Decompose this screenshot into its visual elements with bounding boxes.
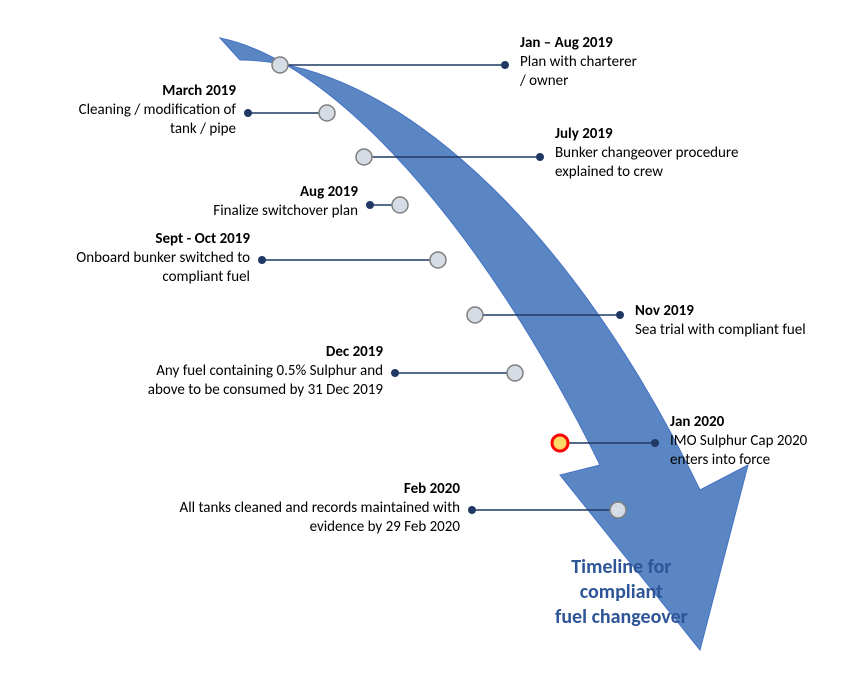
label-desc-m1: Plan with charterer/ owner — [520, 53, 637, 91]
label-m4: Aug 2019Finalize switchover plan — [213, 183, 358, 221]
label-title-m2: March 2019 — [79, 82, 236, 101]
label-m2: March 2019Cleaning / modification oftank… — [79, 82, 236, 138]
label-m8: Jan 2020IMO Sulphur Cap 2020enters into … — [670, 413, 807, 469]
endpoint-m2 — [244, 109, 252, 117]
label-title-m7: Dec 2019 — [148, 343, 383, 362]
label-desc-m8: IMO Sulphur Cap 2020enters into force — [670, 432, 807, 470]
node-m8 — [552, 435, 568, 451]
label-title-m9: Feb 2020 — [180, 480, 460, 499]
node-m2 — [319, 105, 335, 121]
endpoint-m7 — [391, 369, 399, 377]
node-m6 — [467, 307, 483, 323]
node-m4 — [392, 197, 408, 213]
node-m3 — [356, 149, 372, 165]
label-desc-m3: Bunker changeover procedureexplained to … — [555, 144, 738, 182]
label-title-m6: Nov 2019 — [635, 302, 806, 321]
endpoint-m3 — [536, 153, 544, 161]
label-m3: July 2019Bunker changeover procedureexpl… — [555, 125, 738, 181]
label-m6: Nov 2019Sea trial with compliant fuel — [635, 302, 806, 340]
label-desc-m6: Sea trial with compliant fuel — [635, 321, 806, 340]
endpoint-m1 — [501, 61, 509, 69]
label-title-m8: Jan 2020 — [670, 413, 807, 432]
label-desc-m5: Onboard bunker switched tocompliant fuel — [76, 249, 250, 287]
label-desc-m4: Finalize switchover plan — [213, 202, 358, 221]
node-m1 — [272, 57, 288, 73]
label-desc-m7: Any fuel containing 0.5% Sulphur andabov… — [148, 362, 383, 400]
endpoint-m9 — [468, 506, 476, 514]
label-title-m5: Sept - Oct 2019 — [76, 230, 250, 249]
label-desc-m2: Cleaning / modification oftank / pipe — [79, 101, 236, 139]
endpoint-m6 — [616, 311, 624, 319]
label-title-m4: Aug 2019 — [213, 183, 358, 202]
node-m9 — [610, 502, 626, 518]
label-desc-m9: All tanks cleaned and records maintained… — [180, 499, 460, 537]
arrow-title: Timeline forcompliantfuel changeover — [555, 555, 688, 630]
endpoint-m8 — [651, 439, 659, 447]
endpoint-m5 — [258, 256, 266, 264]
label-title-m3: July 2019 — [555, 125, 738, 144]
endpoint-m4 — [366, 201, 374, 209]
label-m1: Jan – Aug 2019Plan with charterer/ owner — [520, 34, 637, 90]
label-m7: Dec 2019Any fuel containing 0.5% Sulphur… — [148, 343, 383, 399]
label-m9: Feb 2020All tanks cleaned and records ma… — [180, 480, 460, 536]
node-m5 — [430, 252, 446, 268]
label-m5: Sept - Oct 2019Onboard bunker switched t… — [76, 230, 250, 286]
label-title-m1: Jan – Aug 2019 — [520, 34, 637, 53]
node-m7 — [507, 365, 523, 381]
